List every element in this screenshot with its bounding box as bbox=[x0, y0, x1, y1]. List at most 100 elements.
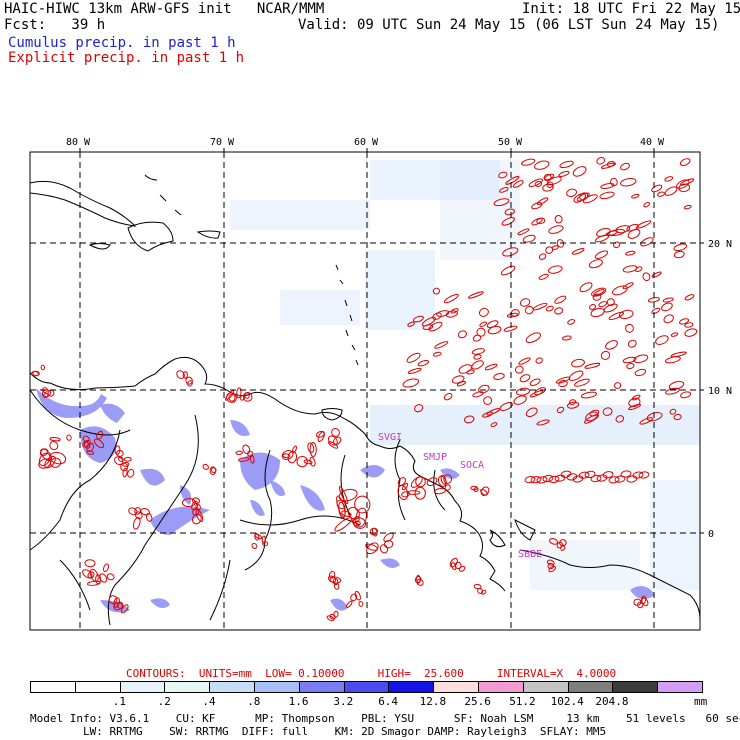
precip-contour bbox=[86, 442, 95, 452]
precip-contour bbox=[432, 312, 442, 320]
precip-contour bbox=[102, 563, 110, 573]
precip-contour bbox=[339, 486, 349, 505]
explicit-precip bbox=[31, 156, 698, 622]
precip-contour bbox=[628, 397, 641, 408]
precip-contour bbox=[506, 312, 519, 318]
precip-contour bbox=[333, 610, 339, 618]
precip-contour bbox=[554, 307, 564, 315]
precip-contour bbox=[596, 474, 608, 482]
precip-contour bbox=[519, 298, 531, 307]
precip-contour bbox=[651, 271, 662, 278]
precip-contour bbox=[402, 482, 409, 491]
cumulus-legend-label: Cumulus precip. in past 1 h bbox=[8, 35, 236, 51]
precip-contour bbox=[176, 370, 185, 379]
precip-contour bbox=[588, 259, 603, 269]
precip-contour bbox=[463, 415, 475, 424]
precip-contour bbox=[684, 322, 694, 328]
precip-contour bbox=[145, 512, 153, 522]
precip-contour bbox=[383, 540, 394, 549]
precip-contour bbox=[589, 409, 600, 417]
lon-label: 40 W bbox=[640, 137, 665, 148]
precip-contour bbox=[524, 305, 534, 315]
precip-contour bbox=[559, 539, 567, 547]
precip-contour bbox=[433, 487, 447, 495]
precip-contour bbox=[40, 364, 46, 371]
precip-contour bbox=[235, 450, 243, 455]
precip-contour bbox=[187, 380, 193, 387]
model-info-line2: LW: RRTMG SW: RRTMG DIFF: full KM: 2D Sm… bbox=[30, 725, 607, 738]
precip-contour bbox=[512, 180, 524, 188]
precip-contour bbox=[600, 182, 615, 190]
precip-contour bbox=[664, 176, 674, 182]
precip-contour bbox=[545, 305, 554, 312]
precip-contour bbox=[500, 265, 516, 276]
precip-contour bbox=[620, 162, 630, 171]
precip-contour bbox=[585, 411, 599, 422]
precip-contour bbox=[354, 495, 371, 514]
colorbar-segment bbox=[254, 681, 300, 693]
precip-contour bbox=[352, 517, 367, 529]
colorbar-segment bbox=[209, 681, 255, 693]
valid-time: Valid: 09 UTC Sun 24 May 15 (06 LST Sun … bbox=[298, 17, 720, 33]
precip-contour bbox=[640, 595, 647, 605]
precip-contour bbox=[545, 246, 554, 254]
precip-contour bbox=[466, 369, 475, 375]
precip-contour bbox=[554, 295, 567, 304]
precip-contour bbox=[534, 160, 550, 170]
precip-contour bbox=[120, 604, 129, 614]
precip-contour bbox=[556, 541, 563, 549]
precip-contour bbox=[117, 456, 124, 462]
lat-label: 10 N bbox=[708, 386, 732, 397]
colorbar-tick-label: .4 bbox=[202, 695, 216, 708]
colorbar-tick-label: .2 bbox=[157, 695, 171, 708]
precip-contour bbox=[634, 368, 647, 377]
precip-contour bbox=[535, 357, 543, 364]
precip-contour bbox=[536, 217, 546, 225]
station-label: SBBE bbox=[518, 549, 542, 560]
colorbar-segment bbox=[164, 681, 211, 693]
precip-contour bbox=[421, 316, 436, 327]
colorbar-units: mm bbox=[694, 695, 708, 708]
precip-contour bbox=[525, 332, 541, 344]
precip-contour bbox=[679, 158, 691, 166]
precip-contour bbox=[476, 327, 486, 337]
precip-contour bbox=[505, 176, 520, 185]
precip-contour bbox=[247, 450, 254, 458]
precip-contour bbox=[528, 178, 544, 188]
precip-contour bbox=[529, 390, 544, 398]
precip-contour bbox=[443, 474, 453, 484]
precip-contour bbox=[383, 532, 394, 543]
lat-lon-grid bbox=[30, 152, 700, 630]
precip-contour bbox=[458, 364, 473, 374]
precip-contour bbox=[331, 427, 340, 437]
precip-contour bbox=[478, 384, 490, 394]
precip-contour bbox=[530, 476, 542, 484]
precip-contour bbox=[87, 571, 95, 579]
station-labels: SVGI SMJP SOCA SBBE bbox=[378, 432, 542, 560]
precip-contour bbox=[122, 461, 130, 467]
precip-contour bbox=[566, 188, 578, 198]
precip-contour bbox=[620, 470, 632, 478]
precip-contour bbox=[605, 340, 618, 350]
precip-contour bbox=[558, 380, 568, 388]
precip-contour bbox=[451, 375, 465, 384]
precip-contour bbox=[670, 351, 687, 358]
precip-contour bbox=[639, 417, 654, 425]
precip-contour bbox=[548, 225, 564, 234]
precip-contour bbox=[338, 488, 358, 502]
precip-contour bbox=[556, 239, 565, 248]
precip-contour bbox=[39, 448, 49, 457]
precip-contour bbox=[282, 453, 291, 459]
precip-contour bbox=[614, 382, 622, 389]
precip-contour bbox=[493, 373, 505, 380]
colorbar-tick-label: 1.6 bbox=[288, 695, 309, 708]
precip-contour bbox=[86, 450, 95, 455]
station-label: SVGI bbox=[378, 432, 402, 443]
precip-contour bbox=[680, 391, 692, 399]
precip-contour bbox=[622, 356, 637, 364]
precip-contour bbox=[336, 495, 346, 518]
precip-contour bbox=[432, 287, 440, 295]
precip-contour bbox=[684, 294, 695, 301]
contours-info: CONTOURS: UNITS=mm LOW= 0.10000 HIGH= 25… bbox=[126, 667, 617, 680]
